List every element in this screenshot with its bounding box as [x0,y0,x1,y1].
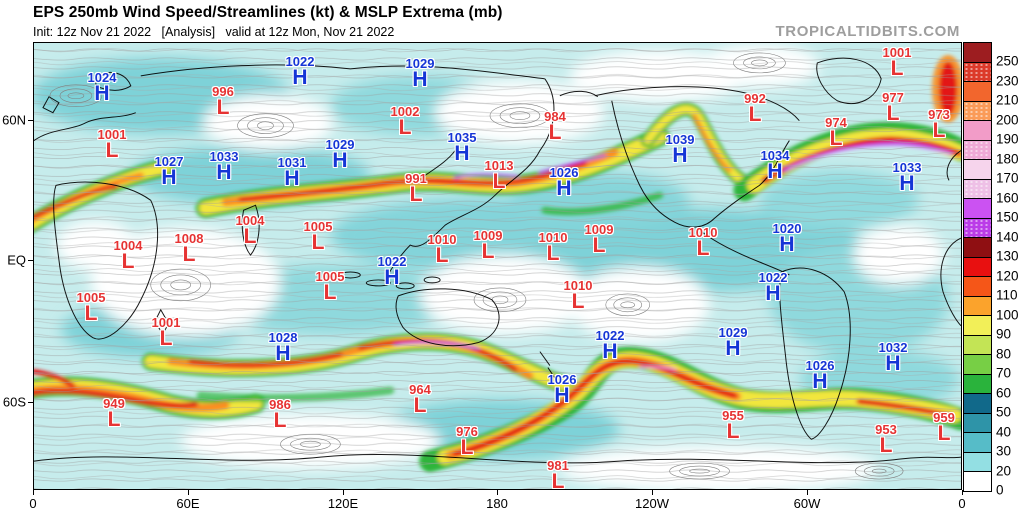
coastlines [34,57,961,464]
colorbar-segment [964,121,991,141]
colorbar-segment [964,160,991,180]
colorbar-tick-label: 200 [996,112,1019,128]
longitude-label: 180 [486,496,508,511]
map-art [34,43,961,489]
colorbar-segment [964,374,991,395]
colorbar-tick-label: 190 [996,131,1019,147]
longitude-label: 0 [29,496,37,511]
colorbar-tick-label: 170 [996,170,1019,186]
longitude-tick [343,490,344,495]
longitude-label: 120E [327,496,359,511]
longitude-tick [807,490,808,495]
colorbar-tick-label: 0 [996,482,1004,498]
colorbar-tick-label: 60 [996,385,1012,401]
colorbar-tick-label: 140 [996,229,1019,245]
colorbar-segment [964,277,991,297]
colorbar-tick-label: 150 [996,209,1019,225]
chart-subtitle: Init: 12z Nov 21 2022 [Analysis] valid a… [33,25,395,39]
colorbar-segment [964,394,991,414]
colorbar-tick-label: 230 [996,73,1019,89]
colorbar-tick-label: 90 [996,326,1012,342]
colorbar-segment [964,413,991,434]
streamline-swirls [49,52,904,480]
colorbar-tick-label: 160 [996,190,1019,206]
colorbar-tick-label: 50 [996,404,1012,420]
colorbar-segment [964,199,991,219]
latitude-label: 60S [2,394,26,410]
colorbar-tick-label: 80 [996,346,1012,362]
colorbar-tick-label: 70 [996,365,1012,381]
colorbar-segment [964,179,991,200]
colorbar-tick-label: 100 [996,307,1019,323]
colorbar-segment [964,218,991,239]
colorbar-segment [964,316,991,336]
colorbar-segment [964,62,991,83]
colorbar-segment [964,433,991,453]
longitude-label: 60W [793,496,821,511]
longitude-label: 0 [958,496,966,511]
colorbar-tick-label: 130 [996,248,1019,264]
colorbar-segment [964,101,991,122]
longitude-tick [33,490,34,495]
watermark: TROPICALTIDBITS.COM [775,23,960,40]
longitude-label: 120W [635,496,669,511]
colorbar-segment [964,335,991,356]
colorbar-segment [964,140,991,161]
colorbar-tick-label: 250 [996,53,1019,69]
longitude-tick [652,490,653,495]
colorbar-segment [964,43,991,63]
longitude-label: 60E [176,496,200,511]
colorbar-tick-label: 110 [996,287,1018,303]
map-area [33,42,962,490]
colorbar-segment [964,238,991,258]
longitude-tick [497,490,498,495]
chart-title: EPS 250mb Wind Speed/Streamlines (kt) & … [33,4,503,21]
colorbar-segment [964,257,991,278]
colorbar-tick-label: 40 [996,424,1012,440]
colorbar-segment [964,472,991,491]
colorbar-segment [964,82,991,102]
colorbar-segment [964,355,991,375]
colorbar-tick-label: 120 [996,268,1019,284]
colorbar-legend [963,42,992,492]
longitude-tick [188,490,189,495]
colorbar-tick-label: 180 [996,151,1019,167]
latitude-label: 60N [2,112,26,128]
colorbar-tick-label: 210 [996,92,1019,108]
latitude-label: EQ [7,252,26,268]
colorbar-segment [964,296,991,317]
colorbar-tick-label: 30 [996,443,1012,459]
colorbar-segment [964,452,991,473]
colorbar-tick-label: 20 [996,463,1012,479]
